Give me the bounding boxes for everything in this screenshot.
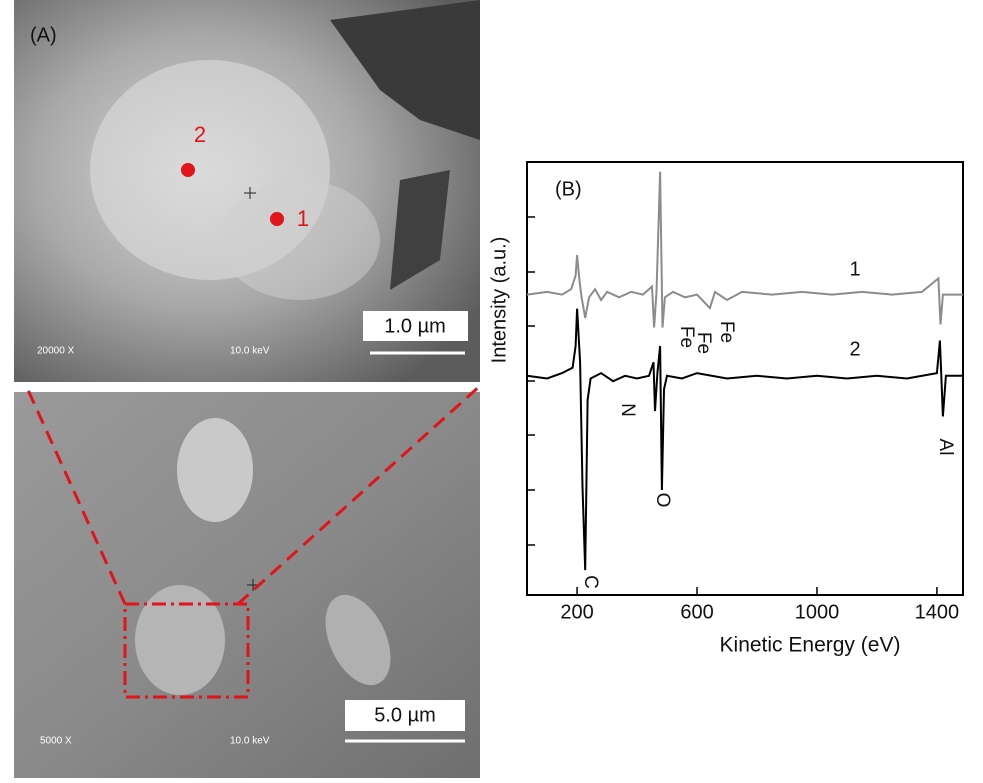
- element-label: Fe: [693, 332, 714, 354]
- zoom-line: [236, 382, 484, 606]
- magnification: 20000 X: [37, 346, 75, 357]
- spectrum-line: [526, 171, 963, 328]
- point-label: 1: [297, 206, 309, 231]
- sem-particle: [135, 585, 225, 695]
- y-tick-marks: [527, 216, 535, 546]
- scale-box: [345, 700, 465, 731]
- x-tick-label: 200: [560, 601, 593, 623]
- voltage: 10.0 keV: [230, 736, 270, 747]
- point-marker: [181, 163, 195, 177]
- x-axis-label: Kinetic Energy (eV): [720, 634, 901, 657]
- series-label: 2: [849, 338, 860, 360]
- panel-label: (A): [30, 24, 57, 46]
- element-label: Fe: [676, 326, 697, 348]
- element-label: N: [617, 403, 638, 417]
- plot-frame: [526, 161, 964, 596]
- element-label: Al: [935, 439, 956, 456]
- scale-box: [363, 311, 468, 341]
- sem-particle: [220, 180, 380, 300]
- element-label: O: [652, 493, 673, 508]
- point-label: 2: [194, 122, 206, 147]
- sem-shadow: [330, 0, 480, 140]
- spectrum-line: [526, 308, 963, 571]
- zoom-line: [26, 389, 127, 605]
- sem-shadow: [390, 170, 450, 290]
- x-tick-label: 600: [680, 601, 713, 623]
- magnification: 5000 X: [40, 736, 72, 747]
- x-tick-label: 1000: [795, 601, 840, 623]
- element-label: C: [580, 575, 601, 589]
- voltage: 10.0 keV: [230, 346, 270, 357]
- scale-bar-label: 5.0 µm: [374, 704, 436, 726]
- series-label: 1: [849, 258, 860, 280]
- scale-bar-label: 1.0 µm: [384, 315, 446, 337]
- sem-particle: [325, 594, 391, 686]
- panel-label: (B): [555, 178, 582, 200]
- x-tick-label: 1400: [915, 601, 960, 623]
- y-axis-label: Intensity (a.u.): [488, 237, 510, 364]
- point-marker: [270, 212, 284, 226]
- sem-particle: [177, 418, 253, 522]
- zoom-box: [123, 602, 250, 699]
- element-label: Fe: [716, 321, 737, 343]
